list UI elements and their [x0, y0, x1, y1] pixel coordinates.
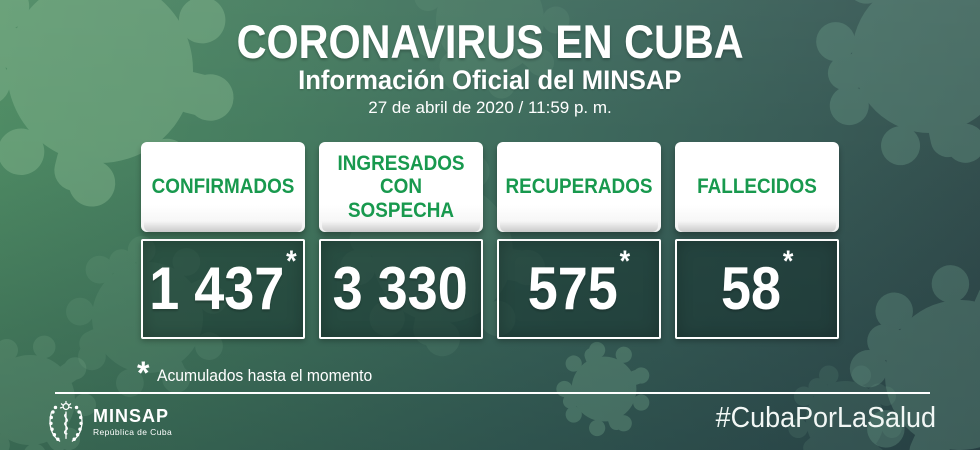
virus-icon — [535, 320, 673, 450]
card-label: CONFIRMADOS — [151, 175, 295, 199]
footnote: * Acumulados hasta el momento — [137, 355, 384, 391]
asterisk-marker: * — [782, 245, 794, 278]
title-block: CORONAVIRUS EN CUBA Información Oficial … — [0, 18, 980, 118]
asterisk-marker: * — [286, 245, 297, 278]
hashtag-text: #CubaPorLaSalud — [715, 402, 936, 434]
footnote-text: Acumulados hasta el momento — [157, 367, 373, 385]
footnote-asterisk: * — [137, 355, 150, 391]
stats-row: CONFIRMADOS 1 437* INGRESADOS CON SOSPEC… — [141, 142, 839, 339]
asterisk-marker: * — [619, 245, 631, 278]
card-label: RECUPERADOS — [505, 175, 653, 199]
report-date: 27 de abril de 2020 / 11:59 p. m. — [368, 98, 612, 118]
stat-value: 3 330 — [332, 255, 468, 322]
card-value-panel: 3 330 — [319, 239, 483, 339]
minsap-subtitle: República de Cuba — [93, 426, 173, 437]
minsap-logo: MINSAP República de Cuba — [46, 400, 172, 444]
card-label: FALLECIDOS — [697, 175, 817, 199]
stat-card-fallecidos: FALLECIDOS 58* — [675, 142, 839, 339]
stat-value: 1 437 — [149, 255, 285, 322]
card-header: CONFIRMADOS — [141, 142, 305, 232]
stat-card-confirmados: CONFIRMADOS 1 437* — [141, 142, 305, 339]
card-value-panel: 1 437* — [141, 239, 305, 339]
caduceus-wreath-icon — [49, 400, 83, 442]
card-value-panel: 575* — [497, 239, 661, 339]
minsap-name: MINSAP — [93, 406, 170, 427]
page-subtitle: Información Oficial del MINSAP — [298, 65, 682, 95]
card-header: RECUPERADOS — [497, 142, 661, 232]
stat-card-ingresados: INGRESADOS CON SOSPECHA 3 330 — [319, 142, 483, 339]
divider-line — [55, 392, 930, 394]
card-header: INGRESADOS CON SOSPECHA — [319, 142, 483, 232]
page-title: CORONAVIRUS EN CUBA — [236, 15, 744, 68]
brand-text: MINSAP República de Cuba — [93, 407, 172, 437]
stat-card-recuperados: RECUPERADOS 575* — [497, 142, 661, 339]
stat-value: 58 — [720, 255, 781, 322]
card-label: INGRESADOS CON SOSPECHA — [337, 152, 465, 222]
stat-value: 575 — [527, 255, 618, 322]
card-value-panel: 58* — [675, 239, 839, 339]
card-header: FALLECIDOS — [675, 142, 839, 232]
